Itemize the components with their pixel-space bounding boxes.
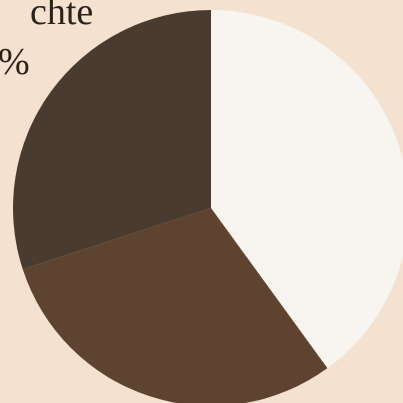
pie-slice: [211, 10, 403, 369]
pie: [12, 10, 403, 403]
pie-slice: [12, 10, 211, 270]
annotation: chte: [30, 0, 93, 33]
annotation: %: [0, 41, 30, 83]
pie-slice: [22, 208, 328, 403]
